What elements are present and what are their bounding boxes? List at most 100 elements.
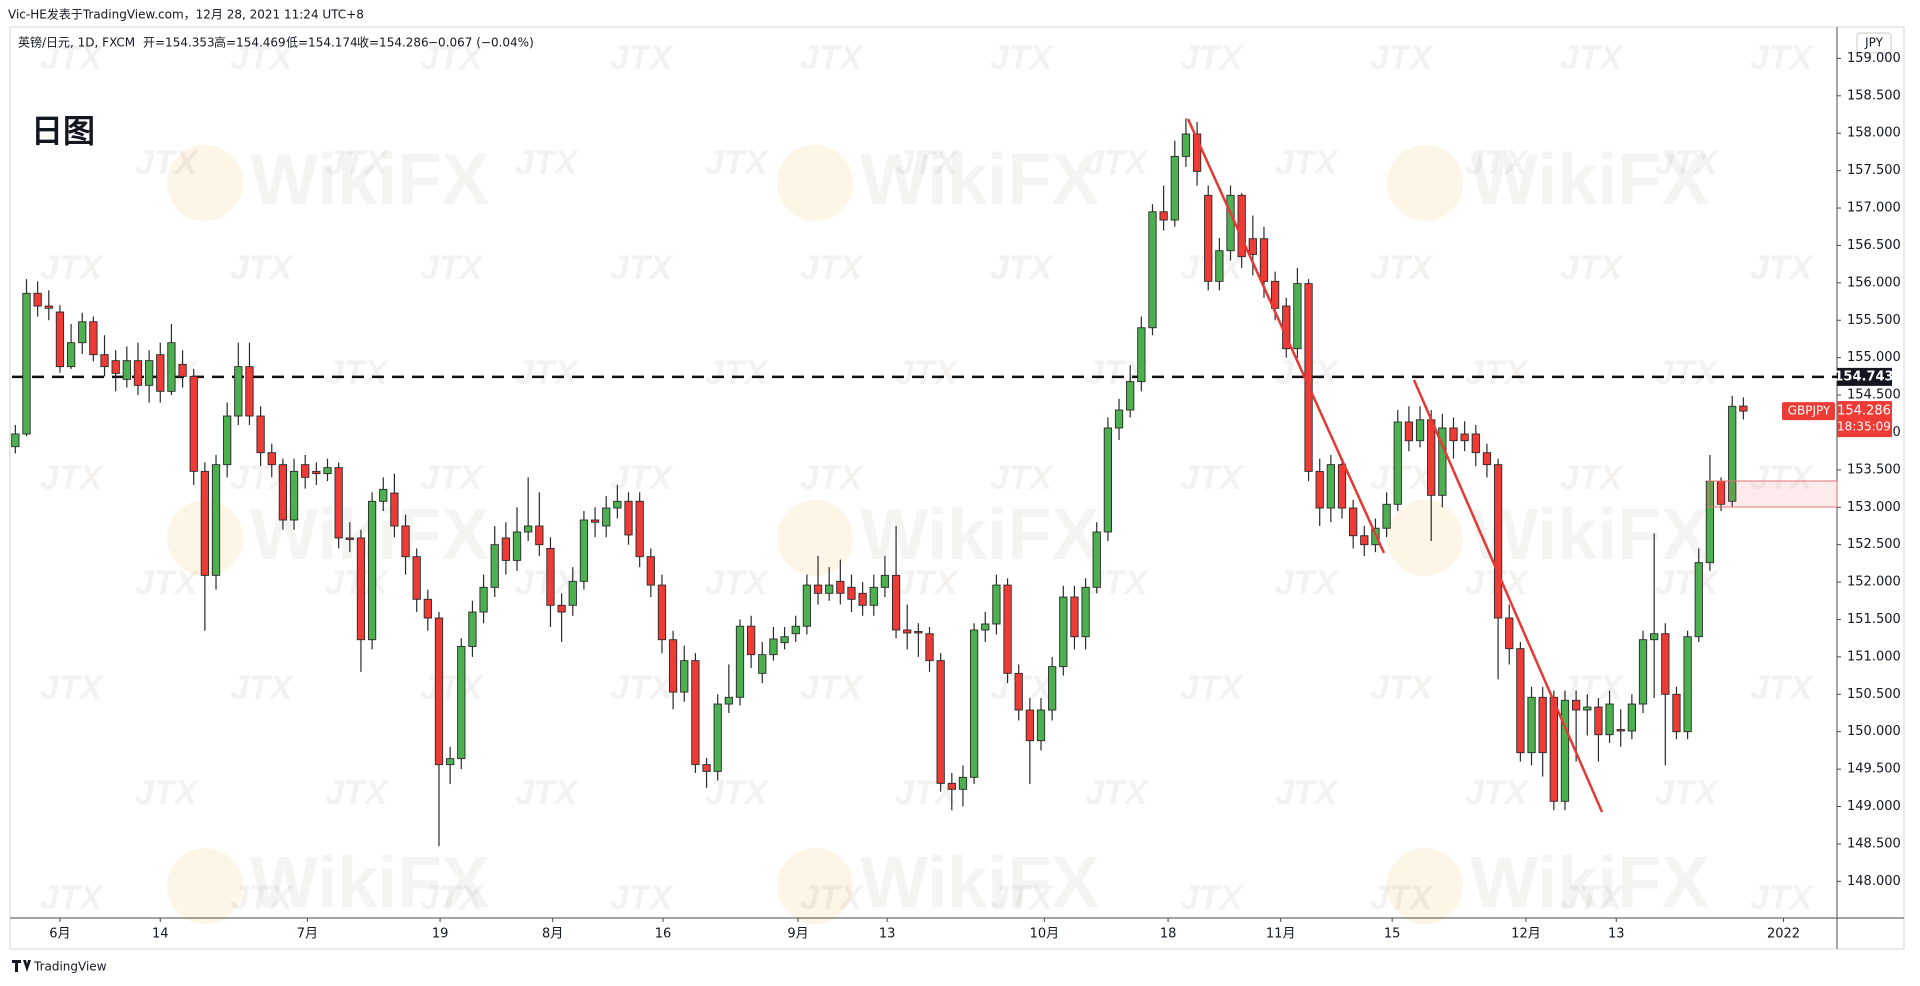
candle-body: [490, 544, 499, 588]
watermark-small: JTX: [1180, 669, 1245, 707]
candle-body: [1148, 211, 1157, 329]
watermark-small: JTX: [135, 564, 200, 602]
watermark-small: JTX: [705, 144, 770, 182]
candle-body: [1293, 283, 1302, 350]
candle-body: [1382, 503, 1391, 529]
x-tick-label: 15: [1384, 927, 1401, 942]
watermark-small: JTX: [895, 354, 960, 392]
candle-body: [1571, 699, 1581, 711]
candle-body: [1438, 427, 1447, 496]
watermark: WikiFX: [860, 495, 1099, 575]
candle-body: [1137, 327, 1146, 383]
watermark-small: JTX: [420, 669, 485, 707]
footer-text: TradingView: [33, 960, 107, 974]
watermark-small: JTX: [40, 879, 105, 917]
candle-body: [22, 292, 31, 435]
watermark: WikiFX: [1470, 843, 1709, 923]
candle-body: [1493, 464, 1503, 619]
candle-body: [66, 342, 76, 368]
candle-body: [836, 580, 845, 594]
watermark-logo: [167, 848, 243, 924]
candle-body: [156, 354, 165, 392]
candle-body: [1661, 633, 1670, 695]
candle-body: [1081, 586, 1090, 638]
candle-body: [1404, 421, 1414, 442]
candle-body: [11, 433, 20, 448]
candle-body: [122, 360, 131, 380]
candle-body: [958, 776, 968, 790]
candle-body: [668, 639, 678, 693]
candle-body: [144, 360, 154, 386]
candle-body: [1215, 250, 1224, 282]
y-tick-label: 155.000: [1847, 350, 1901, 365]
candle-body: [1360, 535, 1369, 546]
candle-body: [1560, 699, 1570, 802]
watermark-small: JTX: [135, 144, 200, 182]
candle-body: [89, 321, 98, 356]
watermark-small: JTX: [1370, 669, 1435, 707]
watermark-small: JTX: [705, 564, 770, 602]
candle-body: [434, 617, 444, 766]
legend-high: 高=154.469: [214, 35, 286, 50]
candle-body: [223, 415, 232, 466]
watermark-small: JTX: [1560, 459, 1625, 497]
attribution: Vic-HE发表于TradingView.com，12月 28, 2021 11…: [8, 7, 364, 22]
candle-body: [423, 598, 432, 619]
candle-body: [869, 586, 878, 606]
watermark-small: JTX: [40, 39, 105, 77]
candle-body: [524, 525, 533, 533]
y-tick-label: 155.500: [1847, 313, 1901, 328]
y-tick-label: 149.000: [1847, 799, 1901, 814]
candle-body: [267, 452, 276, 466]
candle-body: [100, 354, 109, 368]
currency: JPY: [1864, 36, 1884, 50]
watermark-small: JTX: [40, 459, 105, 497]
watermark: WikiFX: [1470, 495, 1709, 575]
y-tick-label: 154.500: [1847, 388, 1901, 403]
watermark-small: JTX: [895, 564, 960, 602]
symbol-label: GBPJPY: [1788, 404, 1831, 418]
candle-body: [769, 638, 778, 656]
watermark-small: JTX: [1370, 249, 1435, 287]
candle-body: [724, 696, 733, 705]
x-tick-label: 9月: [787, 927, 808, 942]
watermark-small: JTX: [800, 879, 865, 917]
legend-symbol: 英镑/日元, 1D, FXCM: [18, 35, 135, 50]
x-tick-label: 14: [152, 927, 169, 942]
watermark-small: JTX: [1560, 39, 1625, 77]
x-tick-label: 8月: [542, 927, 563, 942]
candle-body: [55, 311, 65, 368]
y-tick-label: 158.500: [1847, 88, 1901, 103]
watermark-layer: WikiFX WikiFX WikiFX WikiFX WikiFX WikiFX Wiki…: [40, 39, 1815, 924]
watermark-small: JTX: [1275, 144, 1340, 182]
y-tick-label: 156.000: [1847, 275, 1901, 290]
candle-body: [1270, 280, 1280, 309]
candle-body: [1181, 133, 1191, 157]
watermark-small: JTX: [990, 249, 1055, 287]
watermark-small: JTX: [610, 249, 675, 287]
watermark-small: JTX: [1370, 459, 1435, 497]
candle-body: [1237, 194, 1246, 258]
watermark-small: JTX: [325, 354, 390, 392]
watermark-small: JTX: [1655, 144, 1720, 182]
watermark-small: JTX: [40, 669, 105, 707]
watermark: WikiFX: [1470, 140, 1709, 220]
candle-body: [1036, 709, 1046, 742]
candle-body: [1048, 666, 1057, 711]
candle-body: [401, 525, 410, 558]
candle-body: [891, 574, 901, 631]
candle-body: [936, 660, 945, 784]
candle-body: [1694, 562, 1703, 638]
candle-body: [1326, 464, 1335, 509]
legend-change: −0.067 (−0.04%): [428, 36, 534, 50]
legend-low: 低=154.174: [286, 36, 358, 50]
candle-body: [1627, 703, 1636, 732]
watermark-small: JTX: [1465, 144, 1530, 182]
candle-body: [1638, 639, 1648, 705]
candle-body: [479, 586, 488, 613]
candle-body: [969, 629, 979, 778]
candle-body: [813, 584, 823, 594]
watermark-small: JTX: [1465, 354, 1530, 392]
candle-body: [1114, 409, 1124, 429]
candle-body: [356, 537, 366, 641]
